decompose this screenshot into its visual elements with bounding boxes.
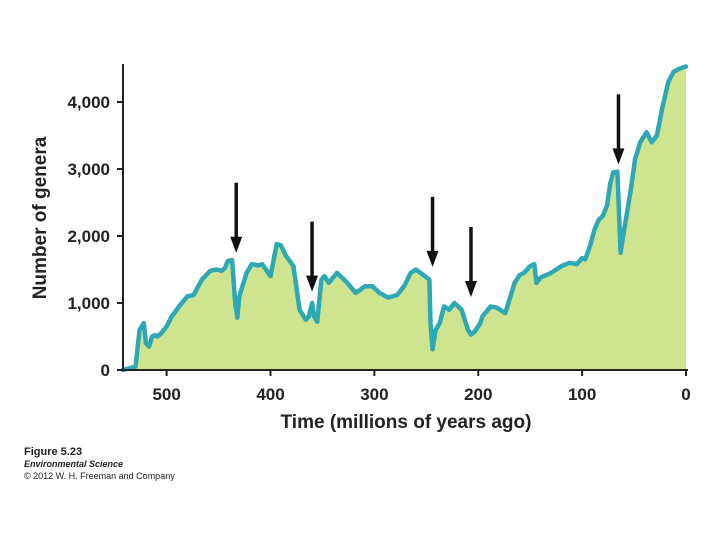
plot-area (120, 64, 689, 373)
copyright-text: © 2012 W. H. Freeman and Company (24, 471, 175, 481)
y-tick-label: 3,000 (67, 160, 110, 179)
y-tick-label: 2,000 (67, 227, 110, 246)
x-tick-label: 100 (568, 385, 596, 404)
extinction-arrow (426, 196, 439, 267)
y-tick-label: 0 (101, 361, 110, 380)
y-tick-label: 1,000 (67, 294, 110, 313)
x-axis-title: Time (millions of years ago) (281, 412, 532, 433)
series-line (120, 64, 689, 373)
arrow-head (612, 148, 625, 165)
arrows (230, 94, 625, 297)
extinction-arrow (464, 227, 477, 297)
extinction-arrow (230, 182, 243, 253)
arrow-head (464, 281, 477, 297)
x-tick-label: 0 (681, 385, 690, 404)
extinction-arrow (612, 94, 625, 165)
area-fill (123, 66, 686, 370)
extinction-arrow (306, 221, 319, 292)
y-ticks: 0 1,000 2,000 3,000 4,000 (67, 93, 123, 380)
x-tick-label: 200 (464, 385, 492, 404)
y-axis-title: Number of genera (30, 136, 51, 299)
book-title: Environmental Science (24, 459, 124, 469)
figure-number: Figure 5.23 (24, 446, 83, 458)
axes (122, 64, 688, 371)
x-tick-label: 500 (152, 385, 180, 404)
arrow-head (426, 250, 439, 267)
x-ticks: 500 400 300 200 100 0 (152, 370, 691, 404)
arrow-head (306, 275, 319, 292)
x-tick-label: 300 (360, 385, 388, 404)
arrow-head (230, 236, 243, 253)
x-tick-label: 400 (256, 385, 284, 404)
y-tick-label: 4,000 (67, 93, 110, 112)
